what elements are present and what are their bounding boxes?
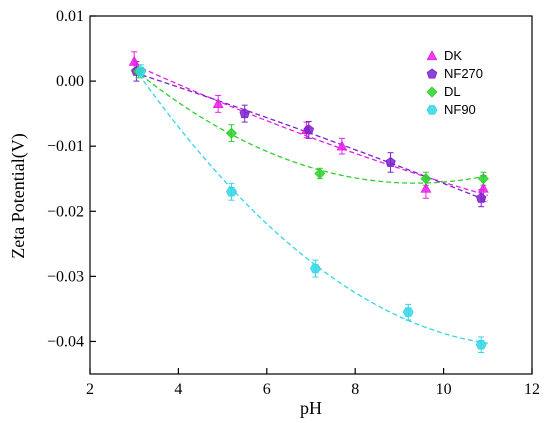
point-dl — [420, 173, 432, 185]
fit-line-nf90 — [133, 67, 488, 344]
point-nf90 — [402, 307, 414, 317]
point-nf270 — [303, 124, 315, 135]
point-nf90 — [475, 339, 487, 350]
legend-label-nf270: NF270 — [444, 66, 483, 81]
y-tick-label: 0.01 — [56, 8, 84, 25]
legend-marker-dl — [426, 86, 438, 98]
point-nf90 — [135, 66, 147, 77]
y-tick-label: 0.00 — [56, 73, 84, 90]
error-bars — [131, 51, 487, 354]
point-dk — [212, 98, 224, 109]
point-dl — [477, 173, 489, 185]
point-dk — [336, 140, 348, 151]
point-dl — [314, 167, 326, 180]
y-tick-label: −0.03 — [47, 268, 84, 285]
y-tick-label: −0.04 — [47, 333, 84, 350]
x-tick-label: 6 — [263, 381, 271, 398]
legend-marker-nf270 — [426, 68, 438, 79]
x-tick-label: 8 — [351, 381, 359, 398]
legend-label-dl: DL — [444, 84, 461, 99]
legend-marker-dk — [426, 50, 438, 61]
point-nf270 — [239, 108, 250, 119]
y-tick-label: −0.02 — [47, 203, 84, 220]
data-markers — [128, 55, 489, 350]
x-tick-label: 12 — [524, 381, 540, 398]
x-tick-label: 10 — [436, 381, 452, 398]
y-axis-title: Zeta Potential(V) — [8, 133, 29, 258]
point-dk — [477, 182, 489, 193]
x-tick-label: 2 — [86, 381, 94, 398]
point-nf270 — [475, 192, 487, 203]
legend-marker-nf90 — [426, 105, 438, 115]
x-axis-title: pH — [300, 398, 322, 418]
legend-label-dk: DK — [444, 48, 462, 63]
point-dk — [128, 55, 140, 66]
point-nf90 — [225, 187, 237, 197]
point-nf270 — [385, 156, 396, 167]
point-dl — [225, 127, 238, 139]
legend-label-nf90: NF90 — [444, 102, 476, 117]
legend: DK NF270 DL NF90 — [426, 48, 483, 117]
point-dk — [420, 182, 432, 193]
fit-line-dl — [133, 69, 488, 184]
point-nf90 — [309, 263, 321, 274]
axes: 2 4 6 8 10 12 0.01 0.00 −0.01 −0.02 −0.03 −0.04 — [47, 8, 540, 398]
y-tick-label: −0.01 — [47, 138, 84, 155]
x-tick-label: 4 — [174, 381, 182, 398]
plot-frame — [89, 15, 533, 375]
